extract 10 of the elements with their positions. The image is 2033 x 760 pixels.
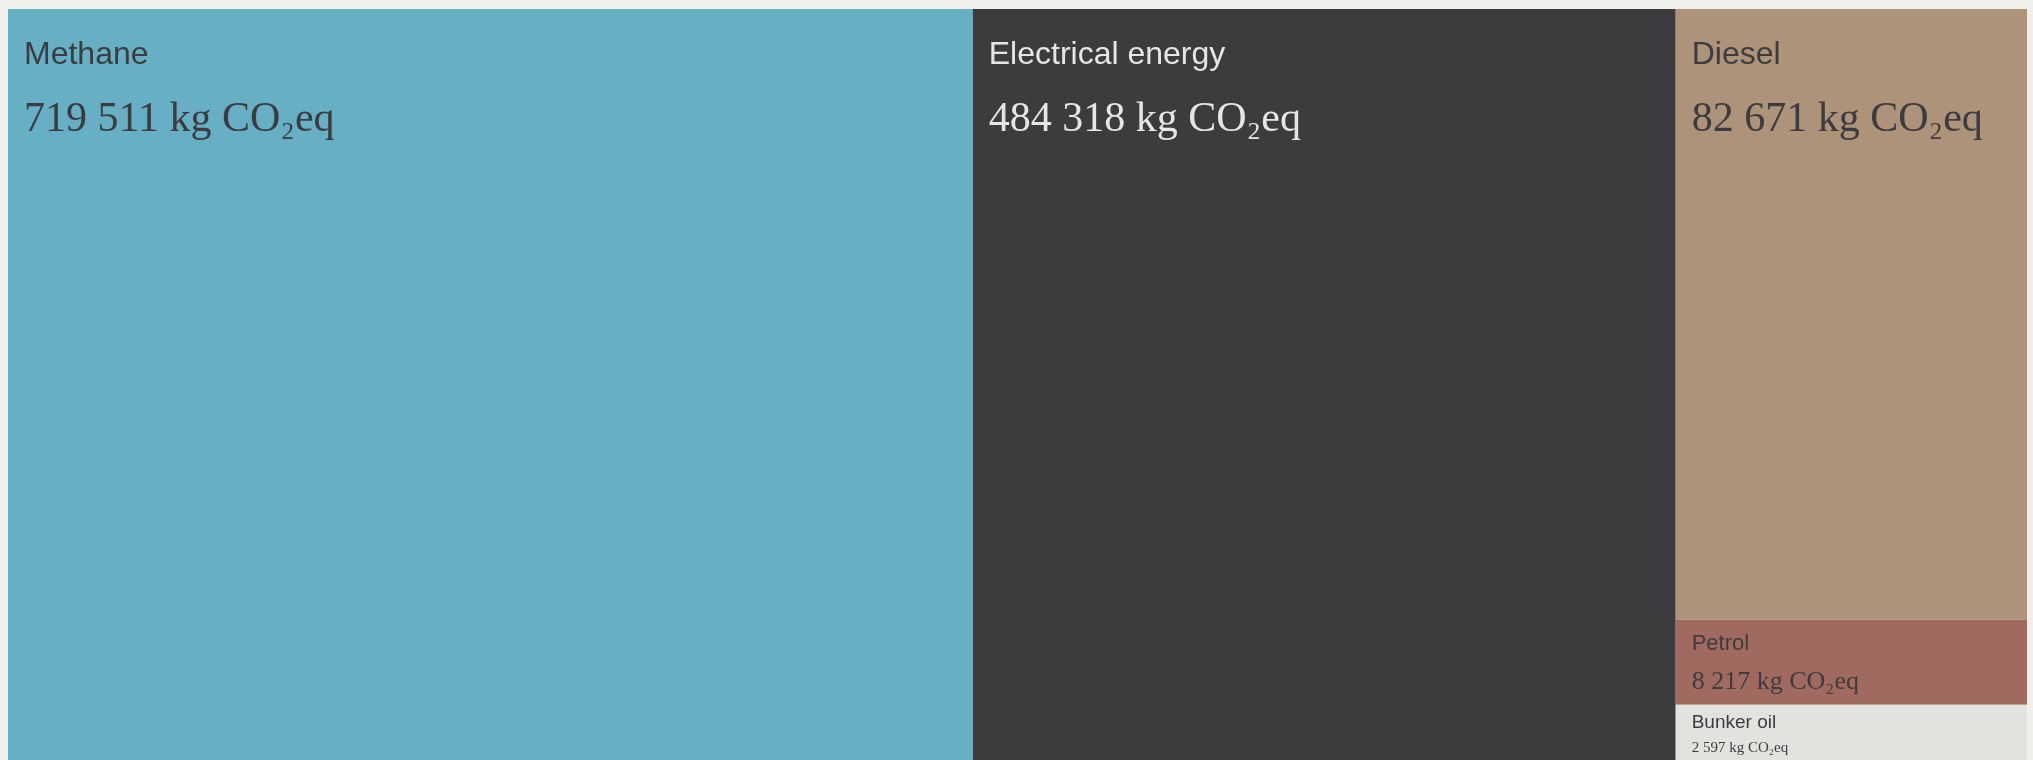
category-label: Methane <box>24 35 149 71</box>
category-label: Bunker oil <box>1691 710 1777 732</box>
data-label: 719 511 kg CO₂eq <box>24 94 335 140</box>
data-label: 2 597 kg CO₂eq <box>1691 738 1789 755</box>
category-label: Petrol <box>1691 629 1750 655</box>
data-label: 484 318 kg CO₂eq <box>988 94 1301 140</box>
data-label: 8 217 kg CO₂eq <box>1691 665 1859 695</box>
category-label: Diesel <box>1691 35 1781 71</box>
data-label: 82 671 kg CO₂eq <box>1691 94 1983 140</box>
category-label: Electrical energy <box>988 35 1226 71</box>
